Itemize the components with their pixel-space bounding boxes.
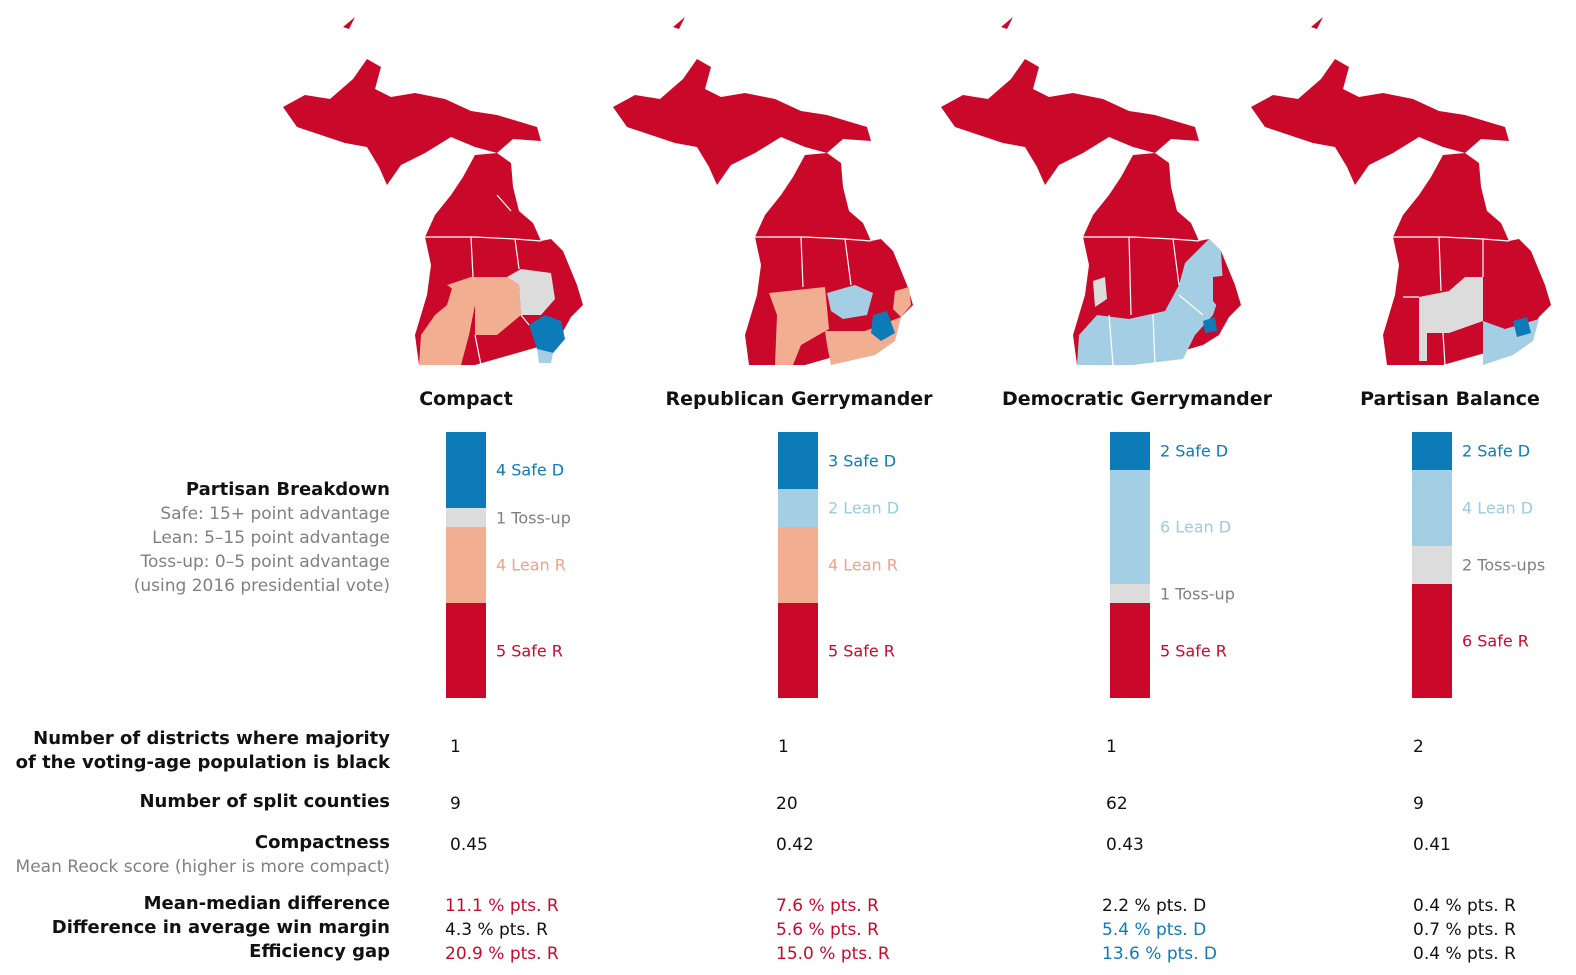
bar-segment-safe-d [778,432,818,489]
compactness-value: 0.41 [1413,835,1451,855]
map-compact [275,15,595,370]
partisan-lean-note: Lean: 5–15 point advantage [152,528,390,548]
mean-median-value: 7.6 % pts. R [776,896,879,916]
black-majority-value: 1 [778,737,789,757]
michigan-map [613,17,913,365]
compactness-subtitle: Mean Reock score (higher is more compact… [15,857,390,877]
black-majority-line-2: of the voting-age population is black [15,752,390,773]
segment-label: 4 Safe D [496,460,565,480]
bar-segment-safe-d [1412,432,1452,470]
stacked-bar: 3 Safe D 2 Lean D 4 Lean R 5 Safe R [778,432,899,698]
plan-title: Democratic Gerrymander [1001,388,1273,410]
segment-label: 2 Safe D [1462,441,1531,461]
bar-segment-safe-r [778,603,818,698]
mean-median-value: 2.2 % pts. D [1102,896,1207,916]
segment-label: 5 Safe R [496,641,563,660]
split-counties-text: Number of split counties [139,791,390,812]
split-counties-label: Number of split counties [139,790,390,814]
bar-segment-safe-d [1110,432,1150,470]
segment-label: 5 Safe R [828,641,895,660]
mean-median-value: 0.4 % pts. R [1413,896,1516,916]
segment-label: 2 Safe D [1160,441,1229,461]
compactness-value: 0.45 [450,835,488,855]
win-margin-value: 5.4 % pts. D [1102,920,1207,940]
black-majority-value: 1 [450,737,461,757]
mean-median-label: Mean-median difference [143,893,390,914]
efficiency-gap-value: 20.9 % pts. R [445,944,559,964]
bar-segment-toss-up [1110,584,1150,603]
segment-label: 4 Lean D [1462,498,1534,518]
plan-title: Republican Gerrymander [665,388,933,410]
map-democratic-gerrymander [933,15,1253,370]
black-majority-label: Number of districts where majority of th… [16,727,390,775]
win-margin-value: 0.7 % pts. R [1413,920,1516,940]
efficiency-gap-value: 15.0 % pts. R [776,944,890,964]
compactness-value: 0.42 [776,835,814,855]
partisan-safe-note: Safe: 15+ point advantage [160,504,390,524]
map-partisan-balance [1243,15,1563,370]
bar-segment-lean-d [1110,470,1150,584]
michigan-map [283,17,583,366]
bar-segment-lean-r [778,527,818,603]
split-counties-value: 62 [1106,794,1128,814]
michigan-map [941,17,1241,366]
segment-label: 1 Toss-up [1160,584,1235,603]
segment-label: 2 Toss-ups [1462,555,1546,575]
split-counties-value: 9 [1413,794,1424,814]
map-republican-gerrymander [605,15,925,370]
partisan-breakdown-label: Partisan Breakdown Safe: 15+ point advan… [134,478,390,598]
segment-label: 5 Safe R [1160,641,1227,660]
win-margin-label: Difference in average win margin [51,917,390,938]
bar-segment-lean-d [1412,470,1452,546]
mean-median-value: 11.1 % pts. R [445,896,559,916]
compactness-title: Compactness [254,832,390,853]
bar-segment-safe-d [446,432,486,508]
win-margin-value: 4.3 % pts. R [445,920,548,940]
stacked-bar: 2 Safe D 4 Lean D 2 Toss-ups 6 Safe R [1412,432,1545,698]
bar-segment-safe-r [1110,603,1150,698]
stacked-bar: 4 Safe D 1 Toss-up 4 Lean R 5 Safe R [446,432,571,698]
win-margin-value: 5.6 % pts. R [776,920,879,940]
michigan-map [1251,17,1551,366]
black-majority-line-1: Number of districts where majority [33,728,390,749]
bar-segment-lean-r [446,527,486,603]
segment-label: 2 Lean D [828,498,900,518]
efficiency-gap-value: 0.4 % pts. R [1413,944,1516,964]
compactness-label: Compactness Mean Reock score (higher is … [16,831,390,879]
partisan-breakdown-title: Partisan Breakdown [185,479,390,500]
black-majority-value: 1 [1106,737,1117,757]
segment-label: 3 Safe D [828,451,897,470]
segment-label: 6 Lean D [1160,517,1232,537]
compactness-value: 0.43 [1106,835,1144,855]
bar-segment-lean-d [778,489,818,527]
bar-segment-safe-r [1412,584,1452,698]
segment-label: 6 Safe R [1462,631,1529,651]
segment-label: 1 Toss-up [496,508,571,527]
split-counties-value: 20 [776,794,798,814]
segment-label: 4 Lean R [828,555,898,575]
efficiency-gap-value: 13.6 % pts. D [1102,944,1218,964]
bar-segment-safe-r [446,603,486,698]
partisan-toss-note: Toss-up: 0–5 point advantage [140,552,390,572]
plan-title: Partisan Balance [1360,388,1540,410]
efficiency-gap-label: Efficiency gap [249,941,390,962]
split-counties-value: 9 [450,794,461,814]
segment-label: 4 Lean R [496,555,566,575]
bar-segment-toss-up [446,508,486,527]
fairness-metrics-label: Mean-median difference Difference in ave… [52,892,390,964]
black-majority-value: 2 [1413,737,1424,757]
plan-title: Compact [419,388,513,410]
bar-segment-toss-up [1412,546,1452,584]
partisan-source-note: (using 2016 presidential vote) [133,576,390,596]
stacked-bar: 2 Safe D 6 Lean D 1 Toss-up 5 Safe R [1110,432,1235,698]
